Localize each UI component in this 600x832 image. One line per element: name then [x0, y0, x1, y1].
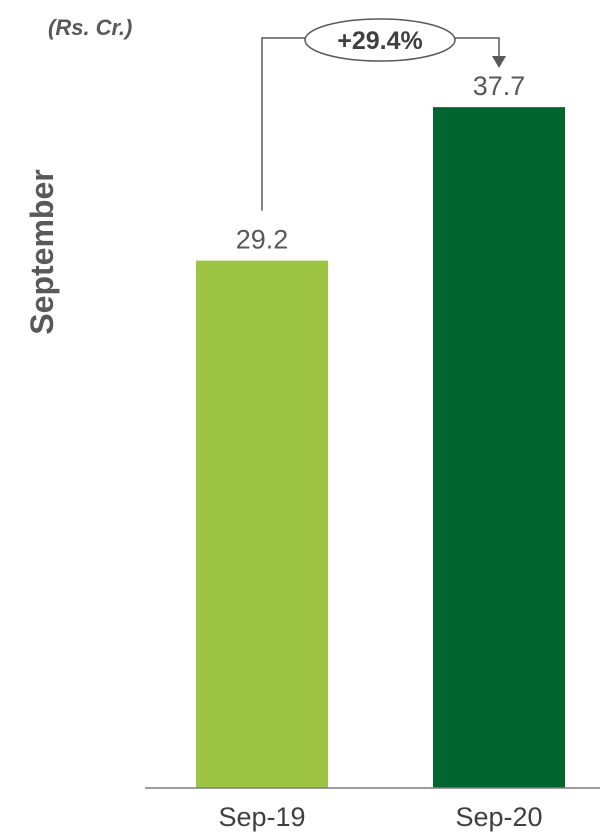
bars-group: 29.2 Sep-19 37.7 Sep-20	[196, 71, 565, 832]
unit-label: (Rs. Cr.)	[48, 15, 132, 40]
growth-label: +29.4%	[337, 27, 423, 55]
value-label-sep-19: 29.2	[236, 225, 289, 255]
tick-label-sep-19: Sep-19	[218, 802, 305, 832]
tick-label-sep-20: Sep-20	[455, 802, 542, 832]
growth-arrowhead	[492, 56, 506, 68]
growth-annotation: +29.4%	[261, 18, 506, 211]
value-label-sep-20: 37.7	[473, 71, 526, 101]
bar-sep-20	[433, 107, 565, 788]
bar-sep-19	[196, 260, 328, 788]
growth-badge	[304, 18, 456, 62]
side-title: September	[24, 169, 60, 334]
